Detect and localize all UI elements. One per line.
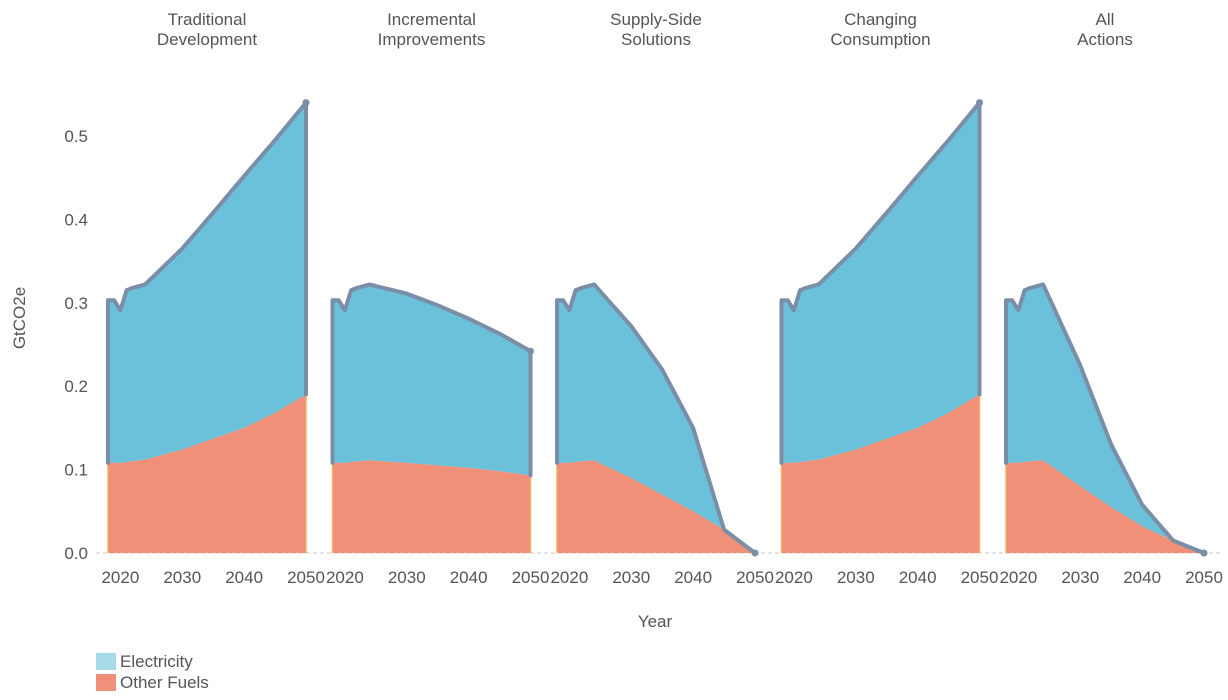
- electricity-area: [108, 103, 306, 463]
- x-tick-label: 2050: [1185, 568, 1223, 587]
- x-tick-label: 2030: [163, 568, 201, 587]
- legend-label-electricity: Electricity: [120, 651, 193, 672]
- series-end-point: [976, 99, 983, 106]
- legend-swatch-other-fuels: [96, 674, 116, 691]
- legend-swatch-electricity: [96, 653, 116, 670]
- x-tick-label: 2020: [775, 568, 813, 587]
- series-end-point: [303, 99, 310, 106]
- panel-title: Actions: [1077, 30, 1133, 49]
- y-tick-label: 0.3: [64, 294, 88, 313]
- x-tick-label: 2040: [1123, 568, 1161, 587]
- series-end-point: [752, 550, 759, 557]
- y-tick-label: 0.5: [64, 127, 88, 146]
- panel-title: Solutions: [621, 30, 691, 49]
- y-tick-label: 0.1: [64, 461, 88, 480]
- y-tick-label: 0.2: [64, 377, 88, 396]
- panel-title: Development: [157, 30, 257, 49]
- series-end-point: [527, 348, 534, 355]
- panel-title: Consumption: [830, 30, 930, 49]
- legend: Electricity Other Fuels: [96, 651, 209, 693]
- other-fuels-area: [333, 460, 531, 553]
- legend-label-other-fuels: Other Fuels: [120, 672, 209, 693]
- x-tick-label: 2040: [899, 568, 937, 587]
- y-tick-label: 0.4: [64, 210, 88, 229]
- x-tick-label: 2050: [512, 568, 550, 587]
- electricity-area: [782, 103, 980, 463]
- x-tick-label: 2050: [961, 568, 999, 587]
- panel-title: Incremental: [387, 10, 476, 29]
- electricity-area: [333, 284, 531, 475]
- panel-title: Improvements: [378, 30, 486, 49]
- y-tick-label: 0.0: [64, 544, 88, 563]
- x-tick-label: 2030: [1061, 568, 1099, 587]
- x-tick-label: 2020: [326, 568, 364, 587]
- x-tick-label: 2030: [388, 568, 426, 587]
- x-tick-label: 2040: [674, 568, 712, 587]
- legend-item-other-fuels[interactable]: Other Fuels: [96, 672, 209, 693]
- panel-title: Supply-Side: [610, 10, 702, 29]
- x-tick-label: 2020: [550, 568, 588, 587]
- panel-title: All: [1096, 10, 1115, 29]
- x-tick-label: 2030: [837, 568, 875, 587]
- x-tick-label: 2040: [450, 568, 488, 587]
- y-axis-label: GtCO2e: [10, 287, 29, 349]
- legend-item-electricity[interactable]: Electricity: [96, 651, 209, 672]
- series-end-point: [1201, 550, 1208, 557]
- x-axis-label: Year: [638, 612, 673, 631]
- panel-title: Changing: [844, 10, 917, 29]
- x-tick-label: 2020: [999, 568, 1037, 587]
- x-tick-label: 2020: [101, 568, 139, 587]
- panel-title: Traditional: [168, 10, 247, 29]
- x-tick-label: 2040: [225, 568, 263, 587]
- x-tick-label: 2050: [287, 568, 325, 587]
- x-tick-label: 2050: [736, 568, 774, 587]
- x-tick-label: 2030: [612, 568, 650, 587]
